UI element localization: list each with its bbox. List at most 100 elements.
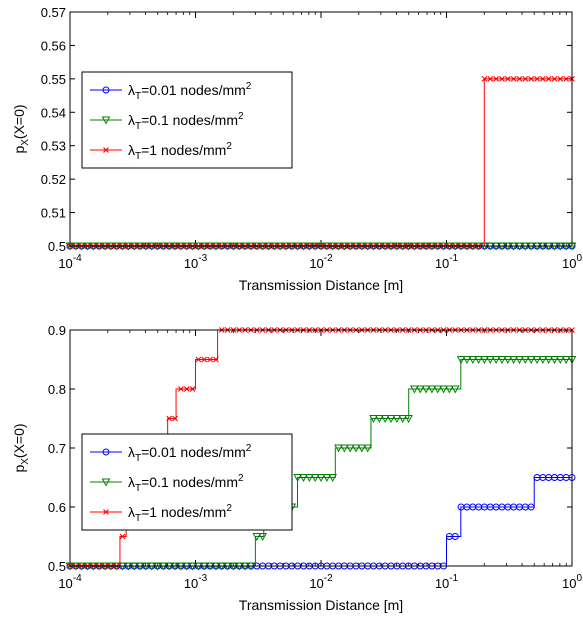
series-marker	[551, 75, 558, 82]
legend-label: λT=0.01 nodes/mm2	[128, 443, 252, 464]
series-marker	[439, 385, 448, 394]
series-marker	[493, 75, 500, 82]
legend-marker	[103, 147, 109, 153]
legend-label: λT=0.1 nodes/mm2	[128, 473, 244, 494]
legend-entry-1: λT=0.01 nodes/mm2	[90, 443, 252, 464]
series-marker	[503, 356, 513, 365]
series-marker	[485, 356, 495, 365]
series-marker	[328, 474, 338, 483]
series-marker	[451, 533, 459, 540]
y-tick-label: 0.9	[48, 323, 66, 338]
series-line	[70, 477, 572, 567]
y-axis-label: pX(X=0)	[11, 423, 31, 472]
series-marker	[380, 415, 390, 424]
y-tick-label: 0.53	[41, 139, 66, 154]
series-marker	[532, 356, 542, 365]
series-marker	[427, 385, 437, 394]
series-marker	[526, 356, 536, 365]
series-marker	[172, 415, 178, 422]
legend-entry-2: λT=0.1 nodes/mm2	[90, 111, 244, 132]
legend-label: λT=0.1 nodes/mm2	[128, 111, 244, 132]
series-marker	[386, 415, 396, 424]
series-marker	[189, 386, 196, 392]
series-marker	[398, 415, 408, 424]
series-marker	[504, 75, 511, 82]
legend-label: λT=1 nodes/mm2	[128, 503, 232, 524]
y-tick-label: 0.57	[41, 5, 66, 20]
series-marker	[528, 75, 535, 82]
series-marker	[304, 474, 314, 483]
axes-frame	[69, 329, 573, 567]
series-marker	[456, 356, 466, 365]
series-marker	[207, 356, 213, 363]
y-tick-label: 0.7	[48, 441, 66, 456]
series-marker	[468, 356, 478, 365]
x-tick-label: 10-1	[435, 253, 459, 271]
series-marker	[555, 356, 565, 365]
series-marker	[561, 356, 571, 365]
series-marker	[310, 474, 320, 483]
y-tick-label: 0.55	[41, 72, 66, 87]
series-marker	[445, 385, 454, 394]
y-axis-label: pX(X=0)	[11, 104, 31, 153]
series-marker	[119, 533, 126, 540]
series-marker	[345, 444, 355, 453]
x-tick-label: 10-3	[184, 573, 208, 591]
series-marker	[462, 356, 472, 365]
series-marker	[557, 75, 564, 82]
series-marker	[516, 75, 523, 82]
series-marker	[201, 356, 208, 363]
y-tick-label: 0.6	[48, 500, 66, 515]
series-marker	[351, 444, 361, 453]
series-marker	[433, 385, 443, 394]
legend: λT=0.01 nodes/mm2 λT=0.1 nodes/mm2 λT=1 no…	[81, 433, 293, 531]
series-marker	[509, 356, 518, 365]
series-marker	[357, 444, 367, 453]
series-marker	[522, 75, 529, 82]
y-tick-label: 0.8	[48, 382, 66, 397]
series-marker	[334, 444, 343, 453]
x-tick-label: 10-1	[435, 573, 459, 591]
series-marker	[363, 444, 373, 453]
series-marker	[404, 415, 413, 424]
series-marker	[491, 356, 501, 365]
series-line	[70, 359, 572, 567]
legend-entry-2: λT=0.1 nodes/mm2	[90, 473, 244, 494]
series-marker	[487, 75, 494, 82]
series-marker	[499, 75, 505, 82]
y-tick-label: 0.5	[48, 559, 66, 574]
series-marker	[299, 474, 308, 483]
series-marker	[481, 75, 488, 82]
x-tick-label: 100	[562, 573, 582, 591]
series-marker	[166, 415, 173, 422]
series-marker	[450, 385, 460, 394]
y-tick-label: 0.56	[41, 38, 66, 53]
series-marker	[544, 356, 553, 365]
series-marker	[375, 415, 384, 424]
axes-frame	[69, 11, 573, 247]
series-marker	[550, 356, 559, 365]
series-marker	[520, 356, 530, 365]
legend-marker	[101, 116, 111, 125]
series-marker	[340, 444, 349, 453]
y-tick-label: 0.5	[48, 239, 66, 254]
x-tick-label: 10-2	[309, 573, 333, 591]
chart-1: 0.5 0.51 0.52 0.53 0.54 0.55 0.56 0.57 10-4 10-3 1…	[11, 5, 582, 293]
series-marker	[258, 533, 267, 542]
series-marker	[480, 356, 489, 365]
series-marker	[538, 356, 548, 365]
series-marker	[474, 356, 483, 365]
x-tick-label: 10-3	[184, 253, 208, 271]
series-marker	[213, 356, 219, 363]
x-tick-label: 10-4	[58, 253, 82, 271]
legend-marker	[103, 509, 109, 515]
series-marker	[410, 385, 419, 394]
series-marker	[497, 356, 507, 365]
legend-entry-3: λT=1 nodes/mm2	[90, 503, 232, 524]
legend-marker	[102, 86, 110, 94]
series-marker	[527, 503, 535, 511]
series-marker	[539, 75, 546, 82]
series-marker	[178, 386, 184, 392]
series-marker	[563, 75, 570, 82]
